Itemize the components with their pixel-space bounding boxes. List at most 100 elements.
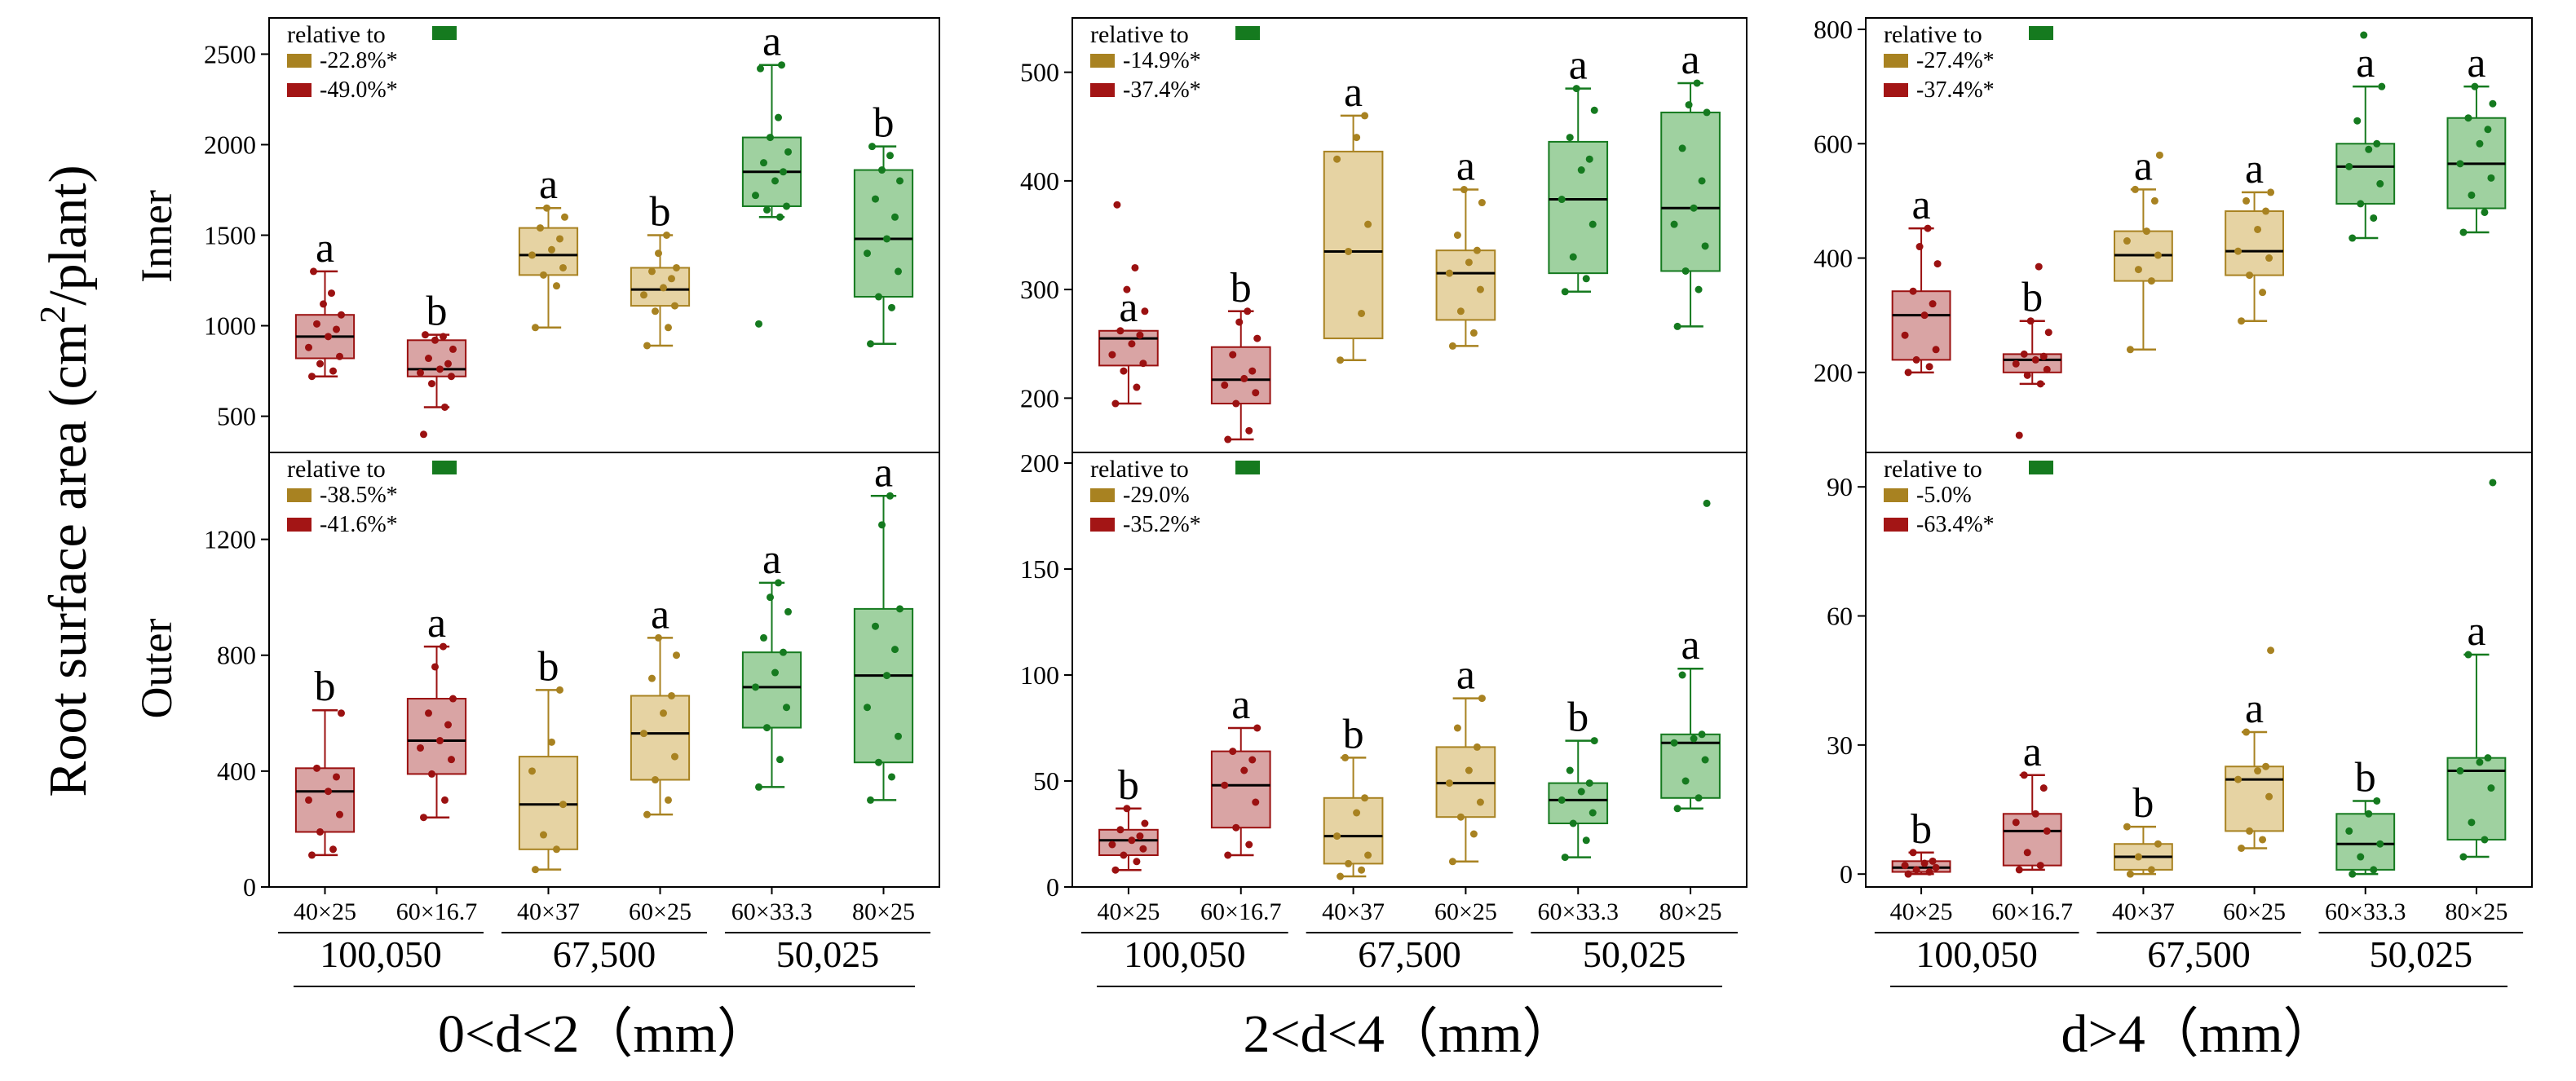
data-point [436,365,444,373]
data-point [436,737,444,745]
data-point [556,686,563,694]
box-80×25: a [853,449,914,804]
legend-value-tan: -29.0% [1123,483,1190,508]
data-point [2043,365,2051,373]
data-point [548,738,555,746]
y-tick-label: 800 [1814,15,1853,44]
data-point [540,831,547,839]
y-tick-label: 100 [1020,660,1059,690]
data-point [548,245,555,254]
data-point [643,342,651,350]
data-point [2378,82,2386,90]
legend-swatch-tan [1884,54,1908,68]
significance-letter: a [539,161,558,208]
data-point [316,827,324,836]
data-point [1456,813,1465,821]
box-60×33.3: a [2335,31,2396,242]
data-point [2353,117,2362,125]
y-tick-label: 50 [1033,766,1059,796]
box-60×25: b [630,189,691,350]
data-point [1469,830,1478,838]
data-point [2031,810,2039,818]
x-tick-label: 40×37 [1322,898,1385,925]
data-point [444,360,452,368]
data-point [2234,247,2242,255]
data-point [655,633,662,642]
box-40×25: b [1891,806,1951,878]
data-point [1453,724,1461,732]
data-point [1577,166,1585,174]
data-point [2484,754,2492,762]
data-point [886,492,894,500]
iqr-box [630,695,691,781]
data-point [1128,836,1136,845]
significance-letter: b [2132,780,2154,827]
data-point [2020,771,2028,779]
data-point [305,343,312,351]
iqr-box [2002,353,2062,373]
data-point [1588,809,1597,817]
data-point [784,607,792,616]
data-point [1341,753,1350,761]
y-tick-label: 0 [1046,872,1059,902]
data-point [648,674,656,682]
data-point [1901,331,1909,339]
data-point [668,691,675,699]
iqr-box [853,607,914,764]
iqr-box [518,227,579,276]
data-point [2015,866,2023,874]
iqr-box [1548,782,1609,824]
data-point [778,61,785,69]
data-point [1224,435,1232,443]
legend-swatch-tan [287,54,312,68]
significance-letter: a [1456,652,1475,699]
data-point [1577,788,1585,796]
data-point [1476,285,1484,293]
box-60×25: a [1435,143,1496,350]
data-point [864,249,871,258]
data-point [532,324,539,332]
legend-swatch-red [287,83,312,97]
iqr-box [1098,329,1159,367]
data-point [673,263,680,271]
data-point [1558,196,1566,204]
y-axis-label-part: Root surface area (cm [38,324,98,797]
data-point [1701,242,1709,250]
data-point [1912,355,1920,364]
significance-letter: a [1912,182,1931,228]
group-label: 100,050 [1915,933,2038,975]
data-point [425,355,432,363]
data-point [2456,160,2464,168]
data-point [776,756,784,764]
data-point [755,783,762,791]
data-point [1912,866,1920,874]
data-point [1139,360,1147,368]
row-label-outer: Outer [132,619,181,719]
data-point [2376,179,2384,188]
group-label: 50,025 [2370,933,2473,975]
significance-letter: a [1231,682,1250,728]
data-point [1933,260,1942,268]
data-point [1590,106,1598,114]
legend-swatch-red [1884,518,1908,532]
legend-swatch-reference [432,26,457,40]
data-point [1235,318,1244,326]
data-point [1701,756,1709,764]
iqr-box [853,169,914,298]
box-60×33.3: a [741,19,802,328]
legend-swatch-tan [287,488,312,502]
data-point [1695,794,1703,802]
data-point [336,352,343,360]
data-point [2238,845,2246,853]
data-point [1116,327,1125,335]
y-axis-label-part: /plant) [38,165,98,305]
data-point [316,360,324,368]
legend-title: relative to [287,456,386,483]
data-point [771,177,779,185]
data-point [1566,766,1574,774]
data-point [2134,853,2142,861]
significance-letter: b [1911,806,1932,853]
data-point [2134,266,2142,274]
data-point [2370,214,2378,222]
group-label: 100,050 [1124,933,1246,975]
